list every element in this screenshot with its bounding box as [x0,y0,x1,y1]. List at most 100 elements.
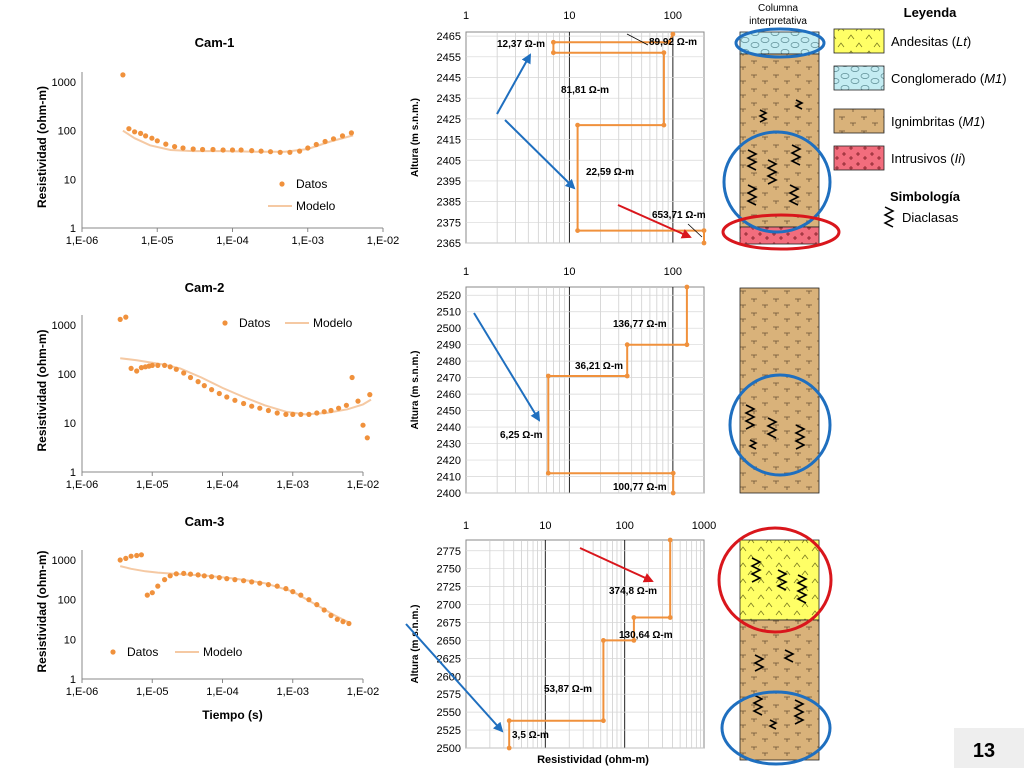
cam-2-data-point [162,362,168,368]
cam-2-data-point [306,411,312,417]
cam-2-data-point [201,383,207,389]
cam-1-data-point [120,72,126,78]
legend: Leyenda Andesitas (Lt) Conglomerado (M1)… [833,5,1007,228]
prof-3-xtick-label: 1 [463,520,469,532]
prof-3-resistivity-label: 130,64 Ω-m [619,630,673,641]
cam-2-data-point [155,362,161,368]
prof-3-profile-vertex [631,638,637,643]
cam-2-data-point [167,364,173,370]
prof-1-profile-vertex [666,39,672,45]
cam-1-ylabel: Resistividad (ohm-m) [35,86,49,208]
prof-2-profile-line [547,287,688,493]
diaclasas-legend-icon [883,206,895,228]
cam-3-xlabel: Tiempo (s) [202,708,262,722]
cam-3-data-point [117,557,123,563]
cam-2-data-point [364,435,370,441]
prof-2-frame [465,286,705,494]
prof-2-ytick-label: 2500 [437,323,461,335]
cam-1-xtick-label: 1,E-06 [66,235,98,247]
cam-3-xtick-label: 1,E-03 [277,686,309,698]
cam-3-chart: Cam-3 1 10 100 1000 1,E-06 1,E-05 1,E-04 1,E-03 1… [35,514,379,722]
cam-2-data-point [181,370,187,376]
prof-3-ylabel: Altura (m s.n.m.) [410,605,421,684]
cam-2-data-point [123,314,129,320]
cam-1-data-point [143,133,149,139]
column1-intrusive-layer [739,226,820,245]
cam-3-data-point [340,619,346,625]
cam-2-data-point [224,394,230,400]
prof-3-ytick-label: 2625 [437,653,461,665]
blue-ellipse-conglomerate [734,27,826,59]
prof-3-profile-vertex [601,638,606,643]
prof-1-blue-arrow [504,119,576,190]
cam-3-data-point [265,582,271,588]
prof-1-ytick-label: 2405 [437,155,461,167]
cam-2-data-point [138,365,144,371]
prof-3-resistivity-label: 53,87 Ω-m [544,684,592,695]
cam-3-data-point [201,573,207,579]
prof-1-xtick-label: 100 [664,10,682,22]
cam-2-data-point [283,411,289,417]
cam-2-xtick-label: 1,E-05 [136,479,168,491]
prof-3-ytick-label: 2750 [437,564,461,576]
prof-1-ytick-label: 2435 [437,93,461,105]
cam-2-data-point [349,374,355,381]
prof-2-profile-vertex [670,470,676,476]
prof-2-profile-vertex [624,373,630,379]
column-title-line2: interpretativa [749,16,807,27]
prof-1-xtick-label: 10 [563,10,575,22]
prof-1-xtick-label: 1 [463,10,469,22]
cam-3-data-point [128,553,134,559]
prof-2-ytick-label: 2470 [437,373,461,385]
cam-1-ytick-label: 1000 [52,77,76,89]
legend-item-andesite: Andesitas (Lt) [891,34,971,49]
prof-1-ytick-label: 2445 [437,73,461,85]
prof-1-resistivity-label: 89,92 Ω-m [649,37,697,48]
cam-2-data-point [134,368,140,374]
prof-3-frame [465,539,705,749]
cam-1-data-point [172,144,178,150]
cam-1-data-point [348,130,354,136]
cam-3-data-point [144,592,150,598]
prof-1-blue-arrow [496,53,531,115]
cam-1-data-point [339,133,346,139]
profile-3-chart: 1 10 100 1000 2500 2525 2550 2575 2600 2625 2650 26… [405,520,716,766]
prof-1-label-leader [687,223,703,238]
prof-2-ytick-label: 2430 [437,439,461,451]
cam-1-data-point [238,147,244,153]
cam-1-chart: Cam-1 1 10 100 1000 1,E-06 1,E-05 1,E-04 1,E-03 1… [35,35,399,247]
cam-3-legend-datos-marker [110,649,116,655]
cam-2-data-point [355,398,361,404]
cam-2-data-point [209,387,215,393]
cam-2-ylabel: Resistividad (ohm-m) [35,329,49,451]
prof-1-ylabel: Altura (m s.n.m.) [410,98,421,177]
prof-3-xtick-label: 10 [539,520,551,532]
column1-diaclasas-icon [746,99,804,206]
column3-andesite-layer [739,539,820,621]
andesite-swatch [833,28,885,54]
prof-3-resistivity-label: 374,8 Ω-m [609,586,657,597]
red-ellipse-andesite [717,526,833,634]
blue-ellipse-col1 [722,130,832,234]
cam-1-data-point [229,147,236,153]
prof-2-xtick-label: 10 [563,266,575,278]
prof-2-profile-vertex [545,470,551,476]
cam-3-data-point [328,612,334,619]
prof-2-ytick-label: 2400 [437,488,461,500]
prof-1-ytick-label: 2375 [437,217,461,229]
legend-item-ignimbrite: Ignimbritas (M1) [891,114,985,129]
cam-2-data-point [321,409,327,415]
prof-3-profile-vertex [506,718,512,724]
cam-3-legend-modelo: Modelo [203,645,243,659]
cam-3-xtick-label: 1,E-04 [206,686,238,698]
cam-2-legend-modelo: Modelo [313,316,353,330]
cam-3-xtick-label: 1,E-06 [66,686,98,698]
cam-1-xtick-label: 1,E-02 [367,235,399,247]
prof-3-ytick-label: 2650 [437,635,461,647]
prof-1-profile-vertex [661,122,667,128]
cam-3-data-point [283,586,289,592]
cam-3-data-point [241,578,247,584]
cam-1-data-point [190,146,196,152]
prof-3-xtick-label: 1000 [692,520,716,532]
column3-diaclasas-icon [750,557,808,730]
